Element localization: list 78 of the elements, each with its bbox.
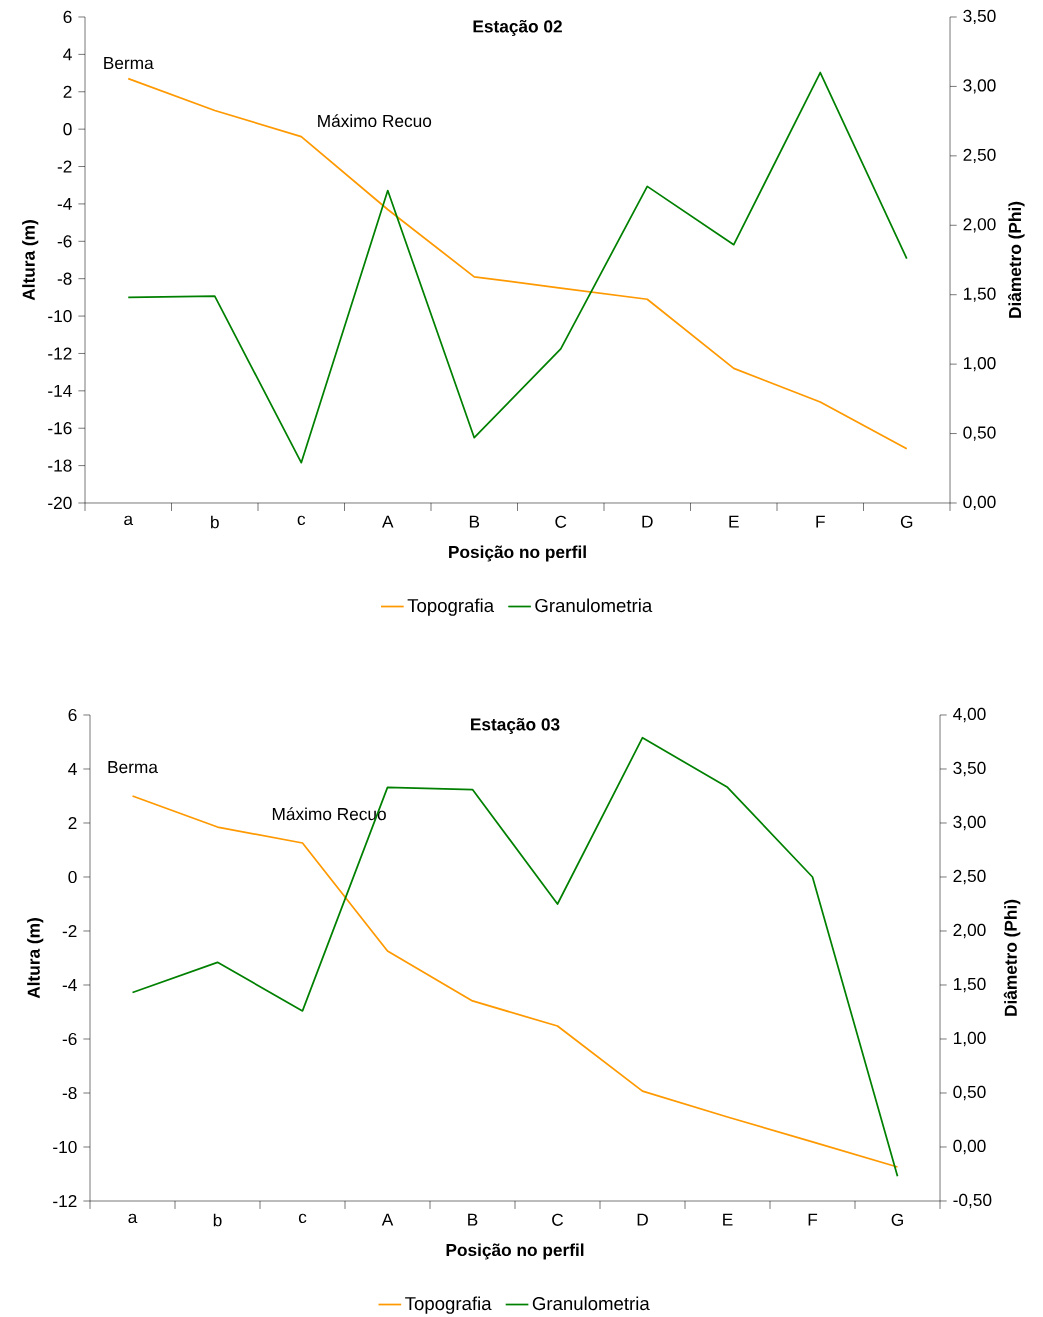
- chart-title: Estação 02: [473, 19, 562, 36]
- y-tick-label: -8: [57, 272, 72, 285]
- y2-tick-label: 3,00: [963, 79, 996, 94]
- y-tick-label: -16: [48, 422, 72, 435]
- y2-tick-label: 0,00: [963, 495, 996, 511]
- x-axis-title: Posição no perfil: [446, 1243, 584, 1260]
- line-series: [131, 795, 899, 1168]
- legend-label: Topografia: [405, 1296, 492, 1314]
- x-tick-label: D: [637, 1213, 648, 1226]
- y2-tick-label: 4,00: [953, 707, 986, 723]
- y-tick-label: 6: [63, 10, 72, 24]
- x-tick-label: B: [468, 1213, 478, 1226]
- x-tick-label: c: [297, 515, 306, 526]
- y-tick-label: -6: [57, 235, 72, 248]
- y2-tick-label: 3,50: [963, 9, 996, 25]
- y2-tick-label: 1,50: [953, 977, 986, 993]
- x-tick-label: B: [469, 515, 480, 528]
- x-tick-label: a: [128, 1213, 138, 1224]
- x-tick-label: b: [211, 515, 219, 529]
- y-tick-label: -8: [62, 1086, 77, 1100]
- y-tick-label: -12: [53, 1194, 77, 1208]
- y2-tick-label: 0,50: [953, 1085, 986, 1101]
- annotation: Berma: [108, 761, 158, 774]
- y2-tick-label: 2,00: [953, 923, 986, 939]
- y2-tick-label: 1,00: [953, 1031, 986, 1047]
- y2-tick-label: 0,50: [963, 426, 996, 441]
- x-tick-label: C: [552, 1213, 564, 1226]
- x-tick-label: F: [808, 1213, 818, 1226]
- y-tick-label: 6: [68, 708, 77, 722]
- x-tick-label: C: [555, 515, 567, 528]
- legend-label: Topografia: [407, 598, 495, 616]
- y-tick-label: 2: [63, 85, 72, 98]
- y2-tick-label: -0,50: [953, 1193, 992, 1209]
- y2-tick-label: 2,50: [963, 148, 996, 163]
- y-tick-label: -14: [48, 384, 72, 397]
- chart-title: Estação 03: [471, 717, 560, 734]
- y2-tick-label: 1,50: [963, 287, 996, 302]
- x-axis-title: Posição no perfil: [449, 545, 586, 562]
- x-tick-label: a: [124, 515, 134, 526]
- x-tick-label: F: [816, 515, 825, 528]
- annotation: Máximo Recuo: [318, 114, 432, 128]
- y-tick-label: -20: [48, 496, 72, 510]
- y2-tick-label: 2,00: [963, 218, 996, 233]
- y-axis-title: Altura (m): [22, 220, 39, 301]
- legend-label: Granulometria: [535, 598, 653, 613]
- y2-axis-title: Diâmetro (Phi): [1008, 201, 1025, 318]
- y-tick-label: -4: [62, 979, 77, 991]
- y-tick-label: 0: [68, 870, 77, 884]
- y-tick-label: -4: [57, 197, 72, 210]
- x-tick-label: b: [213, 1213, 222, 1227]
- x-tick-label: G: [891, 1213, 903, 1226]
- y-tick-label: 4: [68, 763, 77, 775]
- x-tick-label: E: [729, 515, 739, 528]
- x-tick-label: c: [298, 1213, 307, 1224]
- y-tick-label: -2: [57, 160, 72, 173]
- x-tick-label: G: [900, 515, 913, 528]
- y-tick-label: 4: [63, 48, 72, 61]
- y-tick-label: 2: [68, 816, 77, 830]
- y-tick-label: -12: [48, 347, 72, 360]
- legend-label: Granulometria: [532, 1296, 650, 1311]
- y-tick-label: -10: [48, 309, 72, 323]
- y-tick-label: 0: [63, 123, 72, 136]
- y2-tick-label: 1,00: [963, 356, 996, 372]
- y2-axis-title: Diâmetro (Phi): [1003, 899, 1021, 1016]
- x-tick-label: D: [642, 515, 653, 528]
- y-axis-title: Altura (m): [27, 918, 44, 999]
- annotation: Berma: [104, 57, 154, 70]
- y2-tick-label: 2,50: [953, 869, 986, 885]
- x-tick-label: E: [723, 1213, 733, 1226]
- y-tick-label: -2: [62, 924, 77, 938]
- x-tick-label: A: [381, 1213, 394, 1226]
- y2-tick-label: 3,50: [953, 761, 986, 777]
- y-tick-label: -10: [53, 1140, 77, 1154]
- x-tick-label: A: [382, 515, 394, 528]
- y2-tick-label: 0,00: [953, 1139, 986, 1155]
- y-tick-label: -18: [48, 459, 72, 472]
- y2-tick-label: 3,00: [953, 815, 986, 831]
- y-tick-label: -6: [62, 1032, 77, 1046]
